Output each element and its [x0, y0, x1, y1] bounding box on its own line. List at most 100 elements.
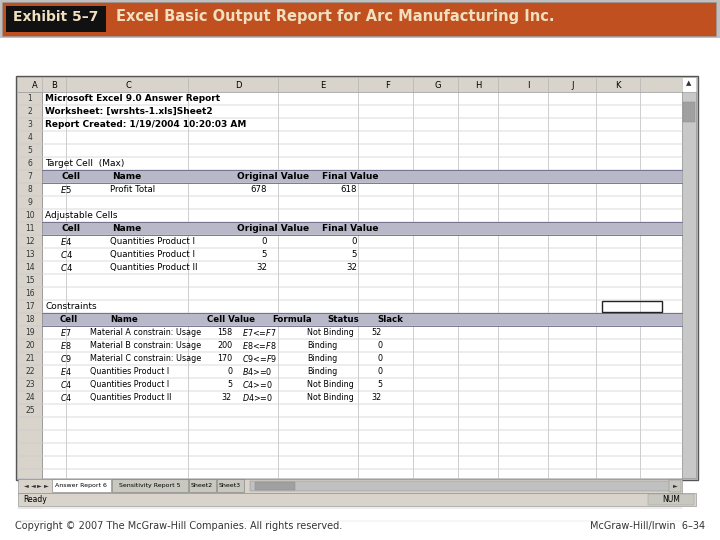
Bar — [42, 170, 682, 183]
Bar — [669, 480, 681, 492]
Bar — [602, 301, 662, 312]
Text: D: D — [235, 80, 241, 90]
Text: Final Value: Final Value — [322, 172, 379, 181]
Text: ►: ► — [672, 483, 678, 489]
Text: 170: 170 — [217, 354, 232, 363]
Text: Adjustable Cells: Adjustable Cells — [45, 211, 117, 220]
Text: $C$4: $C$4 — [60, 392, 72, 403]
Text: Cell: Cell — [62, 224, 81, 233]
Text: Sheet2: Sheet2 — [191, 483, 213, 488]
Text: Exhibit 5–7: Exhibit 5–7 — [13, 10, 99, 24]
Text: Target Cell  (Max): Target Cell (Max) — [45, 159, 125, 168]
Bar — [18, 78, 696, 478]
Bar — [254, 482, 294, 490]
Text: 1: 1 — [27, 94, 32, 103]
Text: 23: 23 — [25, 380, 35, 389]
Text: 16: 16 — [25, 289, 35, 298]
Text: Original Value: Original Value — [237, 172, 309, 181]
Text: Name: Name — [112, 224, 141, 233]
Text: Cell: Cell — [60, 315, 78, 324]
Text: 14: 14 — [25, 263, 35, 272]
Text: 8: 8 — [27, 185, 32, 194]
Text: 0: 0 — [377, 367, 382, 376]
Text: 12: 12 — [25, 237, 35, 246]
Text: 5: 5 — [27, 146, 32, 155]
Text: 19: 19 — [25, 328, 35, 337]
Text: Not Binding: Not Binding — [307, 380, 354, 389]
Text: ▲: ▲ — [686, 80, 692, 86]
Text: Quantities Product II: Quantities Product II — [110, 263, 197, 272]
Text: $C$4: $C$4 — [60, 379, 72, 390]
Bar — [42, 313, 682, 326]
Text: 0: 0 — [351, 237, 357, 246]
Text: Quantities Product II: Quantities Product II — [90, 393, 171, 402]
Text: 5: 5 — [351, 250, 357, 259]
Text: Binding: Binding — [307, 341, 337, 350]
Bar — [52, 479, 110, 492]
Text: $D$4>=0: $D$4>=0 — [242, 392, 273, 403]
Text: Material B constrain: Usage: Material B constrain: Usage — [90, 341, 201, 350]
Text: 32: 32 — [222, 393, 232, 402]
Text: Original Value: Original Value — [237, 224, 309, 233]
Bar — [648, 494, 694, 505]
Text: 5: 5 — [227, 380, 232, 389]
Text: Constraints: Constraints — [45, 302, 96, 311]
Text: Binding: Binding — [307, 354, 337, 363]
Bar — [682, 92, 696, 478]
Text: Cell: Cell — [62, 172, 81, 181]
Bar — [2, 2, 716, 36]
Text: Quantities Product I: Quantities Product I — [110, 250, 195, 259]
Text: 678: 678 — [251, 185, 267, 194]
Text: 6: 6 — [27, 159, 32, 168]
Text: $E$7<=$F$7: $E$7<=$F$7 — [242, 327, 276, 338]
Text: Report Created: 1/19/2004 10:20:03 AM: Report Created: 1/19/2004 10:20:03 AM — [45, 120, 246, 129]
Bar — [18, 493, 696, 506]
Text: $C$9: $C$9 — [60, 353, 72, 364]
Text: $E$8: $E$8 — [60, 340, 71, 351]
Text: 52: 52 — [372, 328, 382, 337]
Text: 20: 20 — [25, 341, 35, 350]
Text: 200: 200 — [217, 341, 232, 350]
Text: 5: 5 — [261, 250, 267, 259]
Text: 32: 32 — [256, 263, 267, 272]
Bar — [16, 76, 698, 480]
Text: Formula: Formula — [272, 315, 312, 324]
Text: 15: 15 — [25, 276, 35, 285]
Bar — [18, 92, 42, 478]
Text: 2: 2 — [27, 107, 32, 116]
Text: ◄: ◄ — [24, 483, 29, 489]
Text: Quantities Product I: Quantities Product I — [90, 380, 169, 389]
Text: $B$4>=0: $B$4>=0 — [242, 366, 272, 377]
Bar — [217, 479, 243, 492]
Text: Final Value: Final Value — [322, 224, 379, 233]
Text: 18: 18 — [25, 315, 35, 324]
Text: ►: ► — [37, 483, 42, 489]
Bar — [42, 222, 682, 235]
Text: 0: 0 — [377, 341, 382, 350]
Text: NUM: NUM — [662, 495, 680, 504]
Text: Microsoft Excel 9.0 Answer Report: Microsoft Excel 9.0 Answer Report — [45, 94, 220, 103]
Text: F: F — [386, 80, 390, 90]
Text: ◄: ◄ — [31, 483, 36, 489]
Text: C: C — [125, 80, 131, 90]
Text: Not Binding: Not Binding — [307, 328, 354, 337]
Text: $E$4: $E$4 — [60, 366, 72, 377]
Text: $E$8<=$F$8: $E$8<=$F$8 — [242, 340, 276, 351]
Text: $C$4: $C$4 — [60, 249, 73, 260]
Text: $C$4: $C$4 — [60, 262, 73, 273]
Text: $E$7: $E$7 — [60, 327, 71, 338]
Text: Name: Name — [110, 315, 138, 324]
Text: Name: Name — [112, 172, 141, 181]
Text: A: A — [32, 80, 38, 90]
Text: I: I — [527, 80, 529, 90]
Bar — [189, 479, 215, 492]
Bar — [18, 78, 682, 92]
Text: 0: 0 — [377, 354, 382, 363]
Text: 4: 4 — [27, 133, 32, 142]
Text: Sheet3: Sheet3 — [219, 483, 241, 488]
Text: Status: Status — [327, 315, 359, 324]
Text: ►: ► — [44, 483, 49, 489]
Text: Material C constrain: Usage: Material C constrain: Usage — [90, 354, 202, 363]
Text: McGraw-Hill/Irwin  6–34: McGraw-Hill/Irwin 6–34 — [590, 521, 705, 531]
Text: Answer Report 6: Answer Report 6 — [55, 483, 107, 488]
